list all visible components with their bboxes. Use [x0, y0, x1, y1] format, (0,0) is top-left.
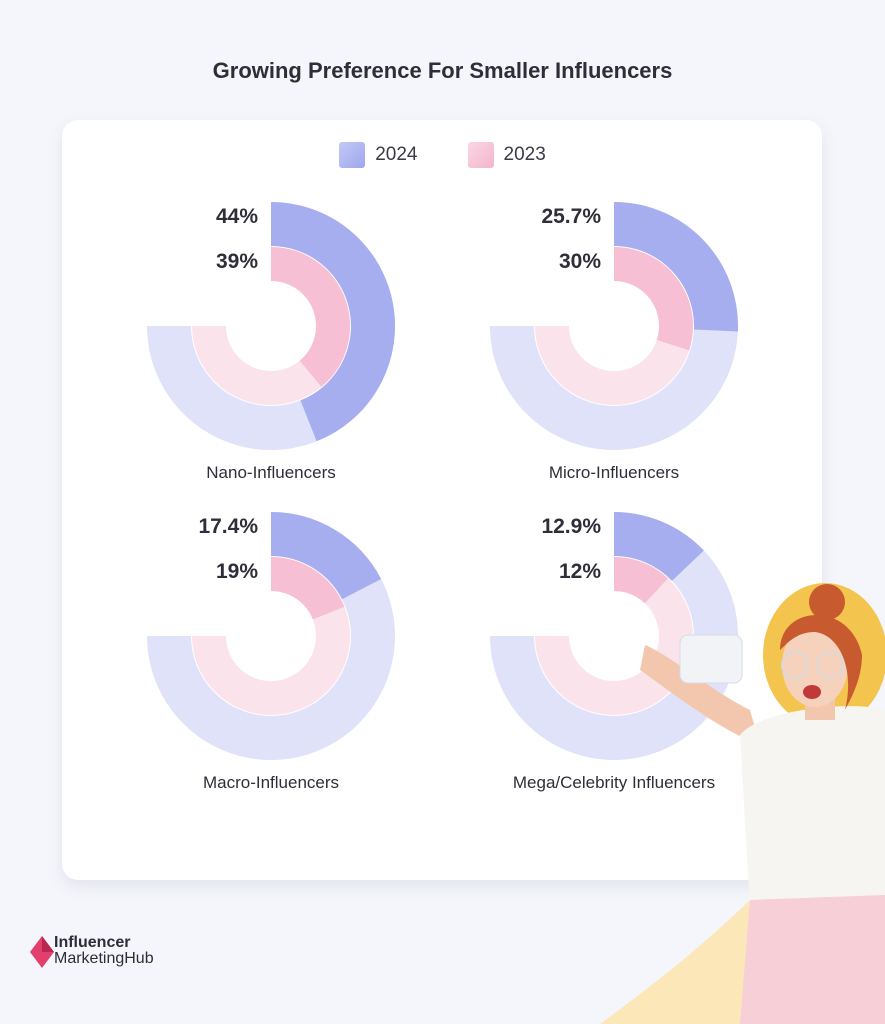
diamond-logo-icon — [30, 936, 54, 968]
woman-taking-selfie-image — [600, 583, 885, 1024]
legend-swatch-2023 — [467, 142, 494, 168]
category-label: Nano-Influencers — [206, 463, 336, 482]
category-label: Micro-Influencers — [548, 463, 680, 482]
series-2023-arc — [613, 557, 669, 604]
series-2024-arc — [270, 202, 395, 442]
value-label-2023: 39% — [215, 250, 258, 273]
series-2023-arc — [613, 247, 693, 351]
legend-item-2023: 2023 — [467, 142, 546, 168]
series-2023-arc — [270, 557, 345, 621]
category-label: Mega/Celebrity Influencers — [512, 773, 716, 792]
chart-title: Growing Preference For Smaller Influence… — [212, 58, 673, 83]
donut-chart-nano: 44% 39% Nano-Influencers — [100, 195, 460, 495]
legend-label-2023: 2023 — [503, 144, 546, 165]
value-label-2024: 12.9% — [541, 515, 601, 538]
series-2024-arc — [270, 512, 382, 600]
value-label-2023: 12% — [558, 560, 601, 583]
donut-svg — [147, 202, 395, 450]
value-label-2024: 17.4% — [198, 515, 258, 538]
series-2023-arc — [270, 247, 350, 387]
donut-svg — [147, 512, 395, 760]
value-label-2023: 19% — [215, 560, 258, 583]
series-2024-arc — [613, 512, 704, 582]
brand-line2: MarketingHub — [54, 950, 154, 967]
legend-swatch-2024 — [339, 142, 366, 168]
legend-label-2024: 2024 — [375, 144, 418, 165]
donut-chart-macro: 17.4% 19% Macro-Influencers — [100, 505, 460, 805]
legend: 2024 2023 — [0, 142, 885, 168]
donut-chart-micro: 25.7% 30% Micro-Influencers — [443, 195, 803, 495]
value-label-2024: 44% — [215, 205, 258, 228]
series-2024-arc — [613, 202, 738, 332]
donut-svg — [490, 202, 738, 450]
brand-line1: Influencer — [54, 934, 131, 951]
legend-item-2024: 2024 — [339, 142, 418, 168]
value-label-2023: 30% — [558, 250, 601, 273]
category-label: Macro-Influencers — [202, 773, 340, 792]
value-label-2024: 25.7% — [541, 205, 601, 228]
